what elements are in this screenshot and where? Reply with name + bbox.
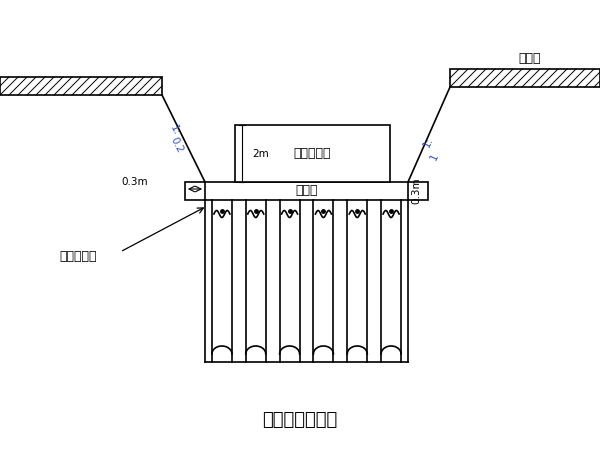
Text: 2m: 2m (252, 149, 269, 159)
Text: 1: 1 (428, 152, 440, 162)
Text: 水泥搅拌桩: 水泥搅拌桩 (59, 251, 97, 264)
Bar (450, 69, 600, 87)
Bar (0, 77, 162, 95)
Text: 基坑开挖示意图: 基坑开挖示意图 (262, 411, 338, 429)
Bar (235, 125, 390, 182)
Text: 框构桥基础: 框构桥基础 (294, 147, 331, 160)
Text: 0.3m: 0.3m (411, 178, 421, 204)
Text: 1:: 1: (168, 123, 182, 137)
Text: 0.2: 0.2 (169, 135, 185, 155)
Text: 原地面: 原地面 (519, 51, 541, 64)
Text: 1:: 1: (421, 135, 434, 148)
Text: 0.3m: 0.3m (122, 177, 148, 187)
Text: 砂垫层: 砂垫层 (295, 184, 318, 198)
